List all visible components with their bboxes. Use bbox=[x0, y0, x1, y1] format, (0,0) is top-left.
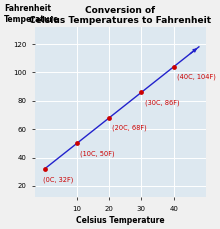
Point bbox=[43, 167, 46, 171]
Point bbox=[107, 116, 111, 120]
Text: (20C, 68F): (20C, 68F) bbox=[112, 125, 147, 131]
Text: (0C, 32F): (0C, 32F) bbox=[43, 176, 73, 183]
Text: (40C, 104F): (40C, 104F) bbox=[177, 74, 216, 80]
Point bbox=[140, 90, 143, 94]
Title: Conversion of
Celsius Temperatures to Fahrenheit: Conversion of Celsius Temperatures to Fa… bbox=[29, 5, 211, 25]
Text: (30C, 86F): (30C, 86F) bbox=[145, 99, 179, 106]
X-axis label: Celsius Temperature: Celsius Temperature bbox=[76, 216, 165, 225]
Text: Fahrenheit
Temperature: Fahrenheit Temperature bbox=[4, 4, 59, 24]
Point bbox=[172, 65, 175, 69]
Text: (10C, 50F): (10C, 50F) bbox=[80, 150, 115, 157]
Point bbox=[75, 142, 79, 145]
